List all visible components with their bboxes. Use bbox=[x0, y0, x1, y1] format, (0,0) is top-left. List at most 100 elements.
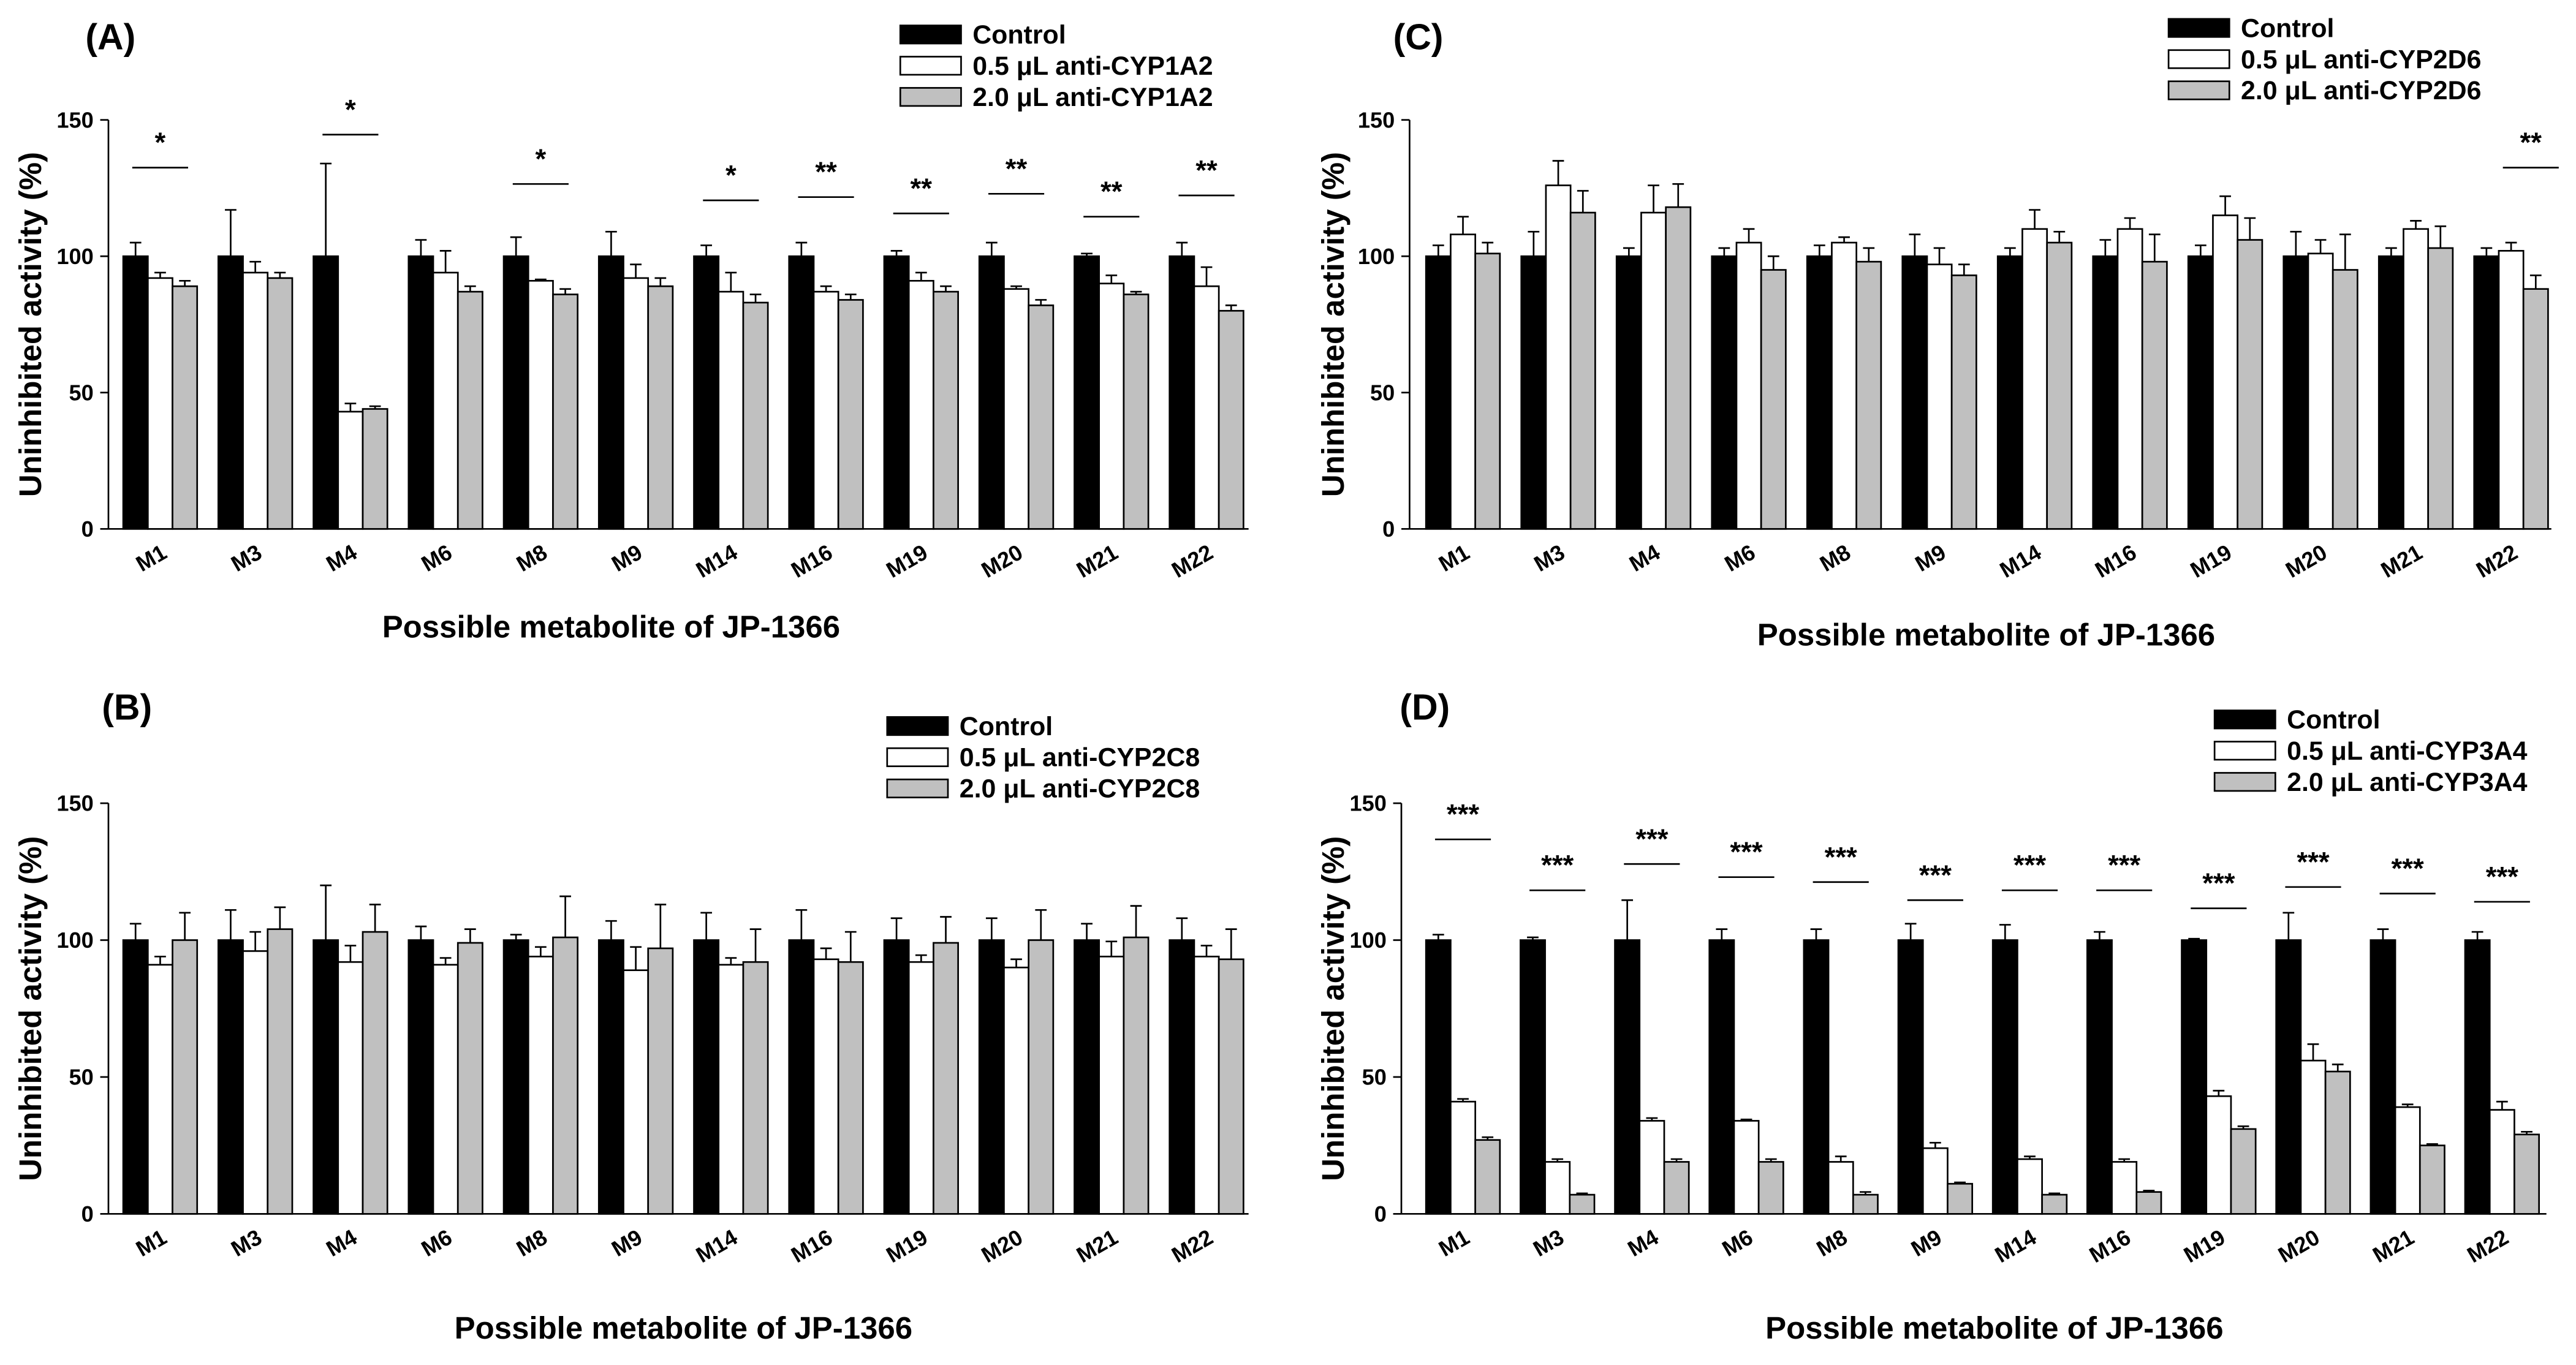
bar-low-dose-M6 bbox=[1733, 1120, 1760, 1215]
significance-marker: *** bbox=[2013, 850, 2046, 881]
y-axis-title: Uninhibited activity (%) bbox=[1316, 152, 1351, 497]
x-category-label: M16 bbox=[787, 539, 836, 583]
bar-high-dose-M20 bbox=[1028, 939, 1055, 1215]
significance-marker: *** bbox=[2297, 846, 2329, 877]
bar-control-M21 bbox=[1074, 939, 1100, 1215]
x-category-label: M3 bbox=[1529, 1224, 1568, 1261]
y-axis-title: Uninhibited activity (%) bbox=[1316, 836, 1351, 1181]
y-tick-label: 50 bbox=[69, 1065, 94, 1090]
y-tick-label: 150 bbox=[56, 791, 93, 816]
bar-low-dose-M21 bbox=[2403, 228, 2430, 530]
bar-low-dose-M1 bbox=[1450, 1100, 1476, 1215]
y-tick-label: 150 bbox=[1349, 791, 1386, 816]
bar-high-dose-M20 bbox=[1028, 304, 1055, 530]
significance-marker: *** bbox=[1919, 860, 1952, 891]
bar-control-M20 bbox=[978, 255, 1005, 530]
bar-control-M1 bbox=[122, 255, 149, 530]
y-tick-label: 100 bbox=[1358, 244, 1395, 269]
x-category-label: M1 bbox=[1434, 1224, 1474, 1261]
x-category-label: M8 bbox=[512, 539, 551, 577]
bar-control-M8 bbox=[502, 939, 529, 1215]
bar-low-dose-M3 bbox=[242, 950, 269, 1215]
bar-group-M8 bbox=[1803, 928, 1879, 1215]
significance-marker: *** bbox=[1825, 841, 1857, 872]
x-category-label: M22 bbox=[2472, 539, 2521, 583]
bar-high-dose-M3 bbox=[267, 277, 294, 530]
bar-group-M20 bbox=[2282, 230, 2358, 530]
bar-high-dose-M14 bbox=[2041, 1193, 2068, 1215]
bar-high-dose-M6 bbox=[1760, 269, 1787, 530]
legend-swatch-control bbox=[2213, 709, 2276, 730]
legend-swatch-low-dose bbox=[886, 747, 949, 768]
significance-marker: *** bbox=[2392, 853, 2424, 884]
legend-swatch-high-dose bbox=[2213, 772, 2276, 792]
y-tick-label: 150 bbox=[56, 107, 93, 132]
bar-low-dose-M14 bbox=[2017, 1158, 2043, 1215]
bar-control-M8 bbox=[502, 255, 529, 530]
bar-control-M1 bbox=[122, 939, 149, 1215]
x-category-label: M19 bbox=[2180, 1224, 2229, 1268]
bar-low-dose-M4 bbox=[1638, 1120, 1665, 1215]
y-tick-label: 100 bbox=[56, 928, 93, 953]
bar-low-dose-M3 bbox=[1545, 184, 1572, 530]
x-category-label: M4 bbox=[1623, 1224, 1662, 1261]
bar-high-dose-M8 bbox=[552, 293, 579, 530]
bar-control-M22 bbox=[1169, 255, 1195, 530]
bar-low-dose-M20 bbox=[1003, 966, 1029, 1215]
bar-high-dose-M4 bbox=[362, 931, 388, 1215]
bar-low-dose-M4 bbox=[337, 961, 364, 1215]
bar-group-M21 bbox=[1074, 252, 1150, 530]
x-category-label: M20 bbox=[2281, 539, 2331, 583]
bar-low-dose-M1 bbox=[146, 964, 173, 1215]
bar-control-M20 bbox=[2275, 939, 2302, 1215]
bar-group-M14 bbox=[693, 244, 769, 530]
panel-label: (A) bbox=[85, 17, 135, 57]
bar-low-dose-M8 bbox=[1827, 1161, 1854, 1215]
legend-label-high-dose: 2.0 μL anti-CYP3A4 bbox=[2287, 768, 2528, 797]
y-tick-label: 0 bbox=[1374, 1201, 1387, 1227]
x-category-label: M21 bbox=[2377, 539, 2426, 583]
bar-group-M9 bbox=[1897, 923, 1974, 1215]
y-tick-label: 50 bbox=[1362, 1065, 1387, 1090]
bar-low-dose-M19 bbox=[2212, 214, 2239, 530]
bar-low-dose-M16 bbox=[813, 958, 839, 1215]
bar-group-M20 bbox=[978, 241, 1055, 530]
bar-high-dose-M4 bbox=[1663, 1161, 1690, 1215]
bar-high-dose-M21 bbox=[2419, 1144, 2445, 1215]
bar-high-dose-M1 bbox=[1474, 1139, 1501, 1215]
bar-low-dose-M19 bbox=[907, 961, 934, 1215]
bar-group-M6 bbox=[1711, 228, 1787, 530]
bar-low-dose-M9 bbox=[623, 969, 650, 1215]
x-category-label: M14 bbox=[1995, 539, 2045, 583]
bar-low-dose-M4 bbox=[1640, 211, 1667, 530]
significance-marker: *** bbox=[1541, 850, 1574, 881]
significance-marker: ** bbox=[1006, 153, 1028, 184]
bar-control-M9 bbox=[1901, 255, 1928, 530]
legend-label-control: Control bbox=[972, 20, 1066, 50]
bar-high-dose-M3 bbox=[1569, 211, 1596, 530]
bar-group-M3 bbox=[217, 209, 294, 530]
bar-high-dose-M19 bbox=[933, 942, 959, 1215]
y-tick-label: 0 bbox=[1382, 516, 1395, 542]
bar-high-dose-M22 bbox=[2522, 288, 2549, 530]
y-axis-title-group: Uninhibited activity (%) bbox=[13, 152, 48, 497]
bar-group-M20 bbox=[2275, 912, 2351, 1215]
x-category-label: M20 bbox=[977, 539, 1026, 583]
bar-control-M21 bbox=[2370, 939, 2396, 1215]
x-category-label: M16 bbox=[2085, 1224, 2135, 1268]
bar-low-dose-M22 bbox=[2488, 1109, 2515, 1215]
bar-control-M4 bbox=[313, 255, 339, 530]
bar-high-dose-M8 bbox=[1855, 260, 1882, 530]
bar-control-M21 bbox=[1074, 255, 1100, 530]
bar-group-M3 bbox=[1520, 160, 1596, 530]
bar-control-M16 bbox=[2086, 939, 2113, 1215]
bar-group-M14 bbox=[1996, 209, 2073, 530]
bar-group-M8 bbox=[1806, 236, 1882, 530]
bar-low-dose-M8 bbox=[527, 955, 554, 1215]
bar-high-dose-M8 bbox=[552, 936, 579, 1215]
legend-swatch-control bbox=[2167, 18, 2230, 38]
legend-swatch-high-dose bbox=[2167, 80, 2230, 100]
bar-high-dose-M9 bbox=[1950, 274, 1977, 530]
bar-high-dose-M1 bbox=[172, 285, 199, 530]
bar-control-M14 bbox=[1996, 255, 2023, 530]
